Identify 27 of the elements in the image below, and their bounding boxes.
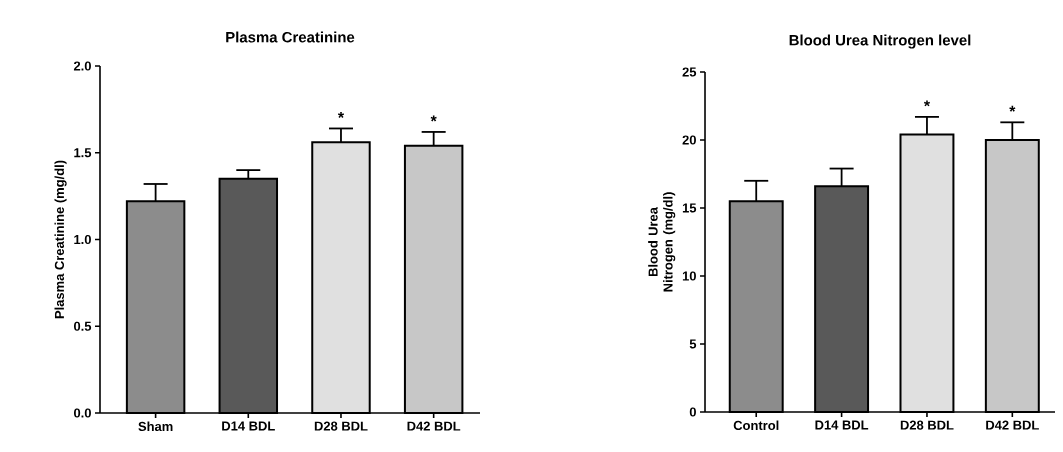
annotation: * (1009, 105, 1016, 112)
y-tick-label: 5 (689, 339, 697, 349)
x-tick-label: D42 BDL (986, 420, 1039, 430)
x-tick-label: D14 BDL (815, 420, 869, 430)
y-tick-label: 1.5 (74, 148, 92, 158)
x-tick-label: Sham (138, 421, 173, 432)
x-tick-label: D14 BDL (222, 421, 275, 431)
x-tick-label: D28 BDL (900, 420, 954, 430)
y-axis-title: Plasma Creatinine (mg/dl) (54, 160, 67, 319)
y-tick-label: 20 (682, 135, 696, 145)
y-tick-label: 2.0 (73, 61, 91, 71)
x-tick-label: D28 BDL (314, 421, 368, 431)
annotation: * (923, 100, 931, 107)
x-tick-label: Control (733, 420, 779, 431)
annotation: * (337, 111, 345, 118)
annotation: * (430, 115, 437, 122)
y-axis-title: Blood Urea Nitrogen (mg/dl) (648, 192, 676, 292)
chart-title: Blood Urea Nitrogen level (789, 34, 971, 49)
y-tick-label: 15 (682, 203, 697, 213)
y-tick-label: 0.0 (73, 408, 91, 418)
chart-title: Plasma Creatinine (226, 31, 355, 43)
y-tick-label: 25 (682, 67, 697, 77)
y-tick-label: 1.0 (74, 234, 91, 245)
y-tick-label: 0 (689, 407, 696, 417)
y-tick-label: 10 (682, 271, 696, 281)
y-tick-label: 0.5 (73, 321, 92, 331)
x-tick-label: D42 BDL (407, 421, 461, 431)
